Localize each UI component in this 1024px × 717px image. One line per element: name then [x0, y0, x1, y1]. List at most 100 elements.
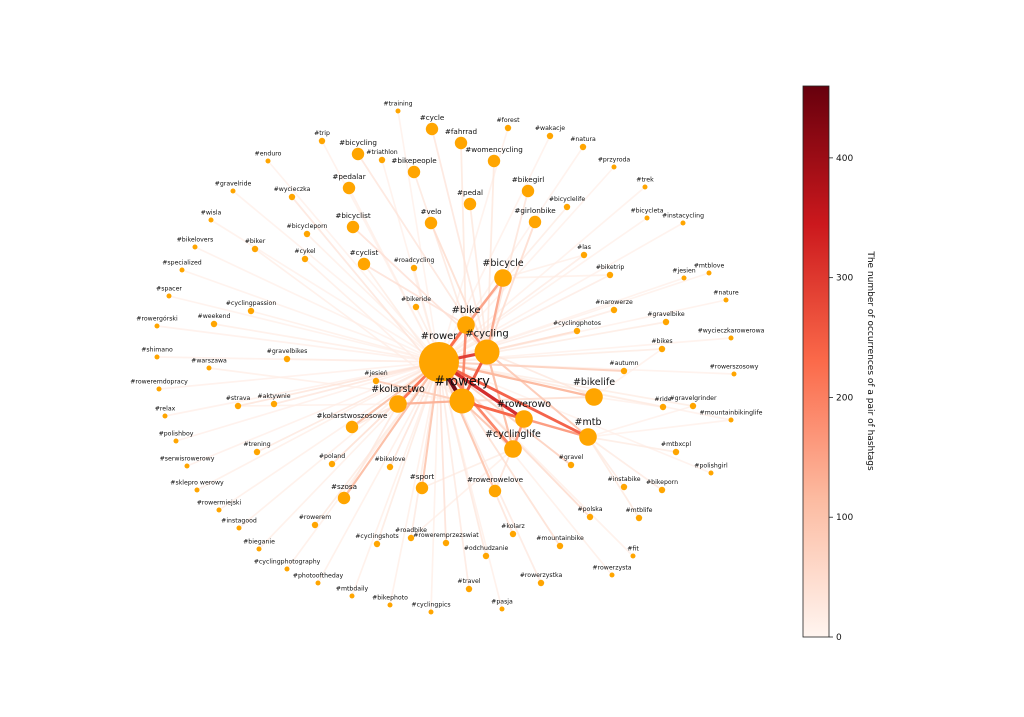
edge — [438, 361, 487, 557]
edge — [486, 351, 589, 438]
node-label: #kolarstwoszosowe — [317, 411, 388, 420]
node-label: #roweremprzezswiat — [413, 532, 479, 539]
node-label: #shimano — [141, 347, 173, 354]
node-label: #kolarz — [501, 523, 525, 530]
edge — [486, 351, 595, 398]
node-label: #rower — [421, 331, 459, 342]
edge — [438, 361, 447, 544]
edge — [343, 361, 440, 499]
node — [210, 320, 218, 328]
node — [270, 400, 278, 408]
node — [166, 293, 172, 299]
node-label: #rowermiejski — [197, 500, 242, 507]
node — [234, 402, 242, 410]
node-label: #wycieczkarowerowa — [698, 328, 765, 335]
node — [606, 271, 614, 279]
node-label: #autumn — [609, 360, 638, 367]
node-label: #bikepeople — [391, 156, 437, 165]
node — [184, 463, 190, 469]
node — [162, 413, 168, 419]
node-label: #triathlon — [366, 149, 398, 156]
edge — [587, 436, 677, 453]
edge — [438, 254, 585, 363]
edge — [164, 361, 440, 417]
node-label: #trip — [314, 130, 330, 137]
edge — [486, 160, 495, 353]
node-label: #bikelife — [573, 377, 615, 388]
node — [728, 335, 734, 341]
node-label: #bikelove — [375, 456, 406, 463]
node — [672, 448, 680, 456]
edge — [438, 217, 648, 363]
edge — [486, 221, 536, 353]
node-label: #girlonbike — [514, 206, 556, 215]
colorbar-label: The number of occurrences of a pair of h… — [865, 250, 875, 471]
node-label: #gravel — [559, 454, 584, 461]
node — [482, 552, 490, 560]
edge — [587, 419, 732, 438]
edge — [438, 361, 712, 474]
node-label: #strava — [226, 395, 251, 402]
node — [689, 402, 697, 410]
node — [457, 316, 475, 334]
node — [528, 215, 542, 229]
node — [372, 377, 380, 385]
colorbar-gradient — [802, 85, 830, 638]
node — [301, 255, 309, 263]
node-label: #polska — [577, 506, 602, 513]
node — [537, 579, 545, 587]
node-label: #cyclingpics — [411, 602, 450, 609]
node-label: #trek — [636, 177, 654, 184]
node — [642, 184, 648, 190]
node — [346, 220, 360, 234]
node-label: #mtbdaily — [336, 586, 369, 593]
node-label: #bicycleporn — [287, 223, 328, 230]
node — [620, 367, 628, 375]
node — [395, 108, 401, 114]
node-label: #bikes — [651, 338, 672, 345]
node — [494, 269, 512, 287]
node-label: #rowerowo — [497, 399, 551, 410]
node — [463, 197, 477, 211]
edge — [196, 361, 440, 491]
node-label: #cyclist — [350, 248, 379, 257]
node-label: #rowerszosowy — [710, 364, 759, 371]
node-label: #polishgirl — [694, 463, 728, 470]
node — [504, 440, 522, 458]
colorbar-tick-label: 100 — [836, 513, 853, 523]
node — [415, 481, 429, 495]
node-label: #przyroda — [598, 157, 631, 164]
node-label: #biker — [245, 238, 266, 245]
node — [208, 217, 214, 223]
edge — [273, 361, 440, 405]
edge — [438, 127, 509, 363]
edge — [213, 323, 440, 363]
edge — [158, 361, 440, 390]
node — [515, 410, 533, 428]
edge — [431, 128, 488, 353]
node-label: #pasja — [491, 599, 513, 606]
node — [349, 593, 355, 599]
edge — [593, 348, 663, 398]
node-label: #mtblife — [626, 507, 653, 514]
node — [579, 143, 587, 151]
node — [563, 203, 571, 211]
edge — [238, 361, 440, 529]
edge — [587, 405, 694, 438]
edge — [587, 436, 640, 519]
node-label: #training — [383, 101, 412, 108]
node — [442, 539, 450, 547]
node-label: #travel — [457, 578, 480, 585]
node — [662, 318, 670, 326]
node — [630, 553, 636, 559]
node-label: #bikegirl — [512, 175, 544, 184]
node-label: #roadbike — [395, 527, 427, 534]
node-label: #wisla — [201, 210, 222, 217]
node — [706, 270, 712, 276]
node-label: #narowerze — [595, 299, 633, 306]
node — [315, 580, 321, 586]
edge — [317, 361, 440, 584]
node-label: #sport — [410, 472, 435, 481]
node — [179, 267, 185, 273]
